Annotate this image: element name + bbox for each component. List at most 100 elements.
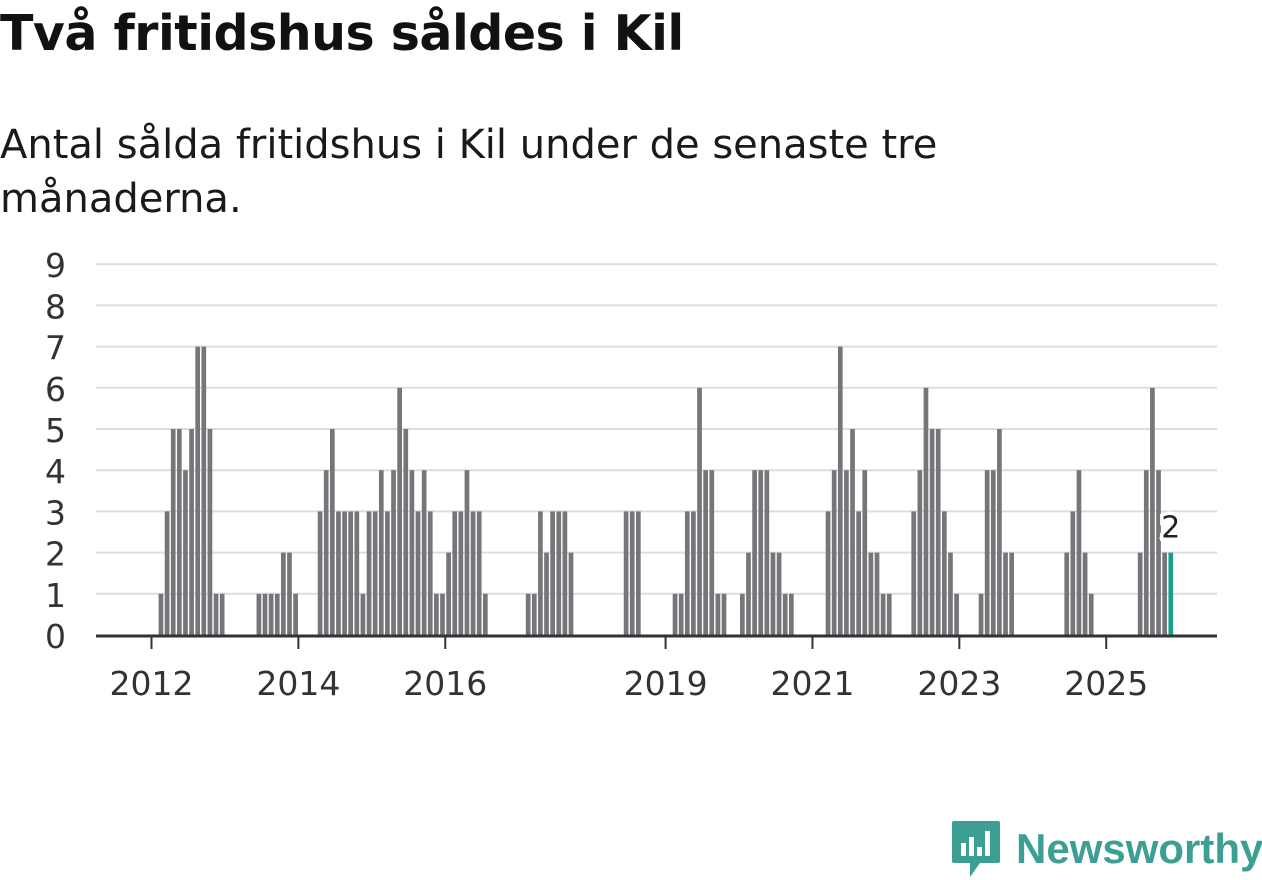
bar: [997, 429, 1002, 635]
bar: [360, 593, 366, 635]
y-tick-label: 4: [45, 452, 66, 491]
bar: [397, 387, 402, 635]
bar: [678, 593, 684, 635]
bar: [770, 552, 776, 635]
bar: [213, 593, 219, 635]
y-tick-label: 5: [45, 411, 66, 450]
bar: [183, 470, 188, 635]
bar: [917, 470, 923, 635]
bar: [672, 593, 678, 635]
bar: [886, 593, 892, 635]
bar: [317, 511, 323, 635]
bar: [856, 511, 861, 635]
bar: [948, 552, 953, 635]
bar: [409, 470, 415, 635]
bar: [470, 511, 476, 635]
bar: [385, 511, 390, 635]
bar: [684, 511, 690, 635]
y-tick-label: 8: [45, 287, 66, 326]
data-label: 2: [1161, 511, 1180, 546]
chart-subtitle: Antal sålda fritidshus i Kil under de se…: [0, 122, 938, 222]
annotation: 2: [1158, 507, 1184, 549]
bar: [923, 387, 929, 635]
x-tick-label: 2012: [110, 664, 194, 703]
bar: [880, 593, 886, 635]
bar: [721, 593, 727, 635]
bar: [446, 552, 451, 635]
bar: [776, 552, 782, 635]
bar: [195, 346, 201, 635]
bar: [635, 511, 641, 635]
bar: [703, 470, 708, 635]
bar: [391, 470, 396, 635]
bar: [354, 511, 360, 635]
bar: [782, 593, 788, 635]
bar: [544, 552, 549, 635]
bar: [176, 429, 182, 635]
bar: [788, 593, 794, 635]
bar: [562, 511, 568, 635]
bar: [274, 593, 280, 635]
bar: [372, 511, 378, 635]
y-tick-label: 0: [45, 617, 66, 656]
bar: [531, 593, 537, 635]
bar: [482, 593, 488, 635]
bar: [874, 552, 880, 635]
bar: [941, 511, 947, 635]
x-tick-label: 2016: [403, 664, 487, 703]
bar: [954, 593, 959, 635]
bar: [1162, 552, 1167, 635]
bar: [415, 511, 421, 635]
bar: [990, 470, 996, 635]
bar: [1003, 552, 1008, 635]
bar: [623, 511, 629, 635]
bar: [458, 511, 464, 635]
bar: [281, 552, 286, 635]
bar: [1137, 552, 1143, 635]
bar: [740, 593, 745, 635]
x-tick-label: 2023: [917, 664, 1001, 703]
bar: [427, 511, 433, 635]
bar: [287, 552, 292, 635]
bar: [911, 511, 917, 635]
bar: [629, 511, 635, 635]
y-tick-label: 7: [45, 329, 66, 368]
bar: [837, 346, 843, 635]
y-tick-label: 1: [45, 576, 66, 615]
bar: [464, 470, 470, 635]
bar: [984, 470, 990, 635]
bar: [440, 593, 445, 635]
bar-chart-icon: [952, 821, 1000, 877]
bar: [207, 429, 213, 635]
bar: [268, 593, 274, 635]
bar: [262, 593, 268, 635]
bar: [348, 511, 354, 635]
bar: [525, 593, 531, 635]
newsworthy-logo[interactable]: Newsworthy: [950, 818, 1262, 880]
bar: [476, 511, 482, 635]
x-tick-label: 2021: [770, 664, 854, 703]
bar: [1088, 593, 1094, 635]
bar: [323, 470, 329, 635]
bar: [1082, 552, 1088, 635]
bar: [568, 552, 574, 635]
bar: [201, 346, 207, 635]
bar: [862, 470, 868, 635]
bar: [378, 470, 384, 635]
bar: [434, 593, 439, 635]
bar: [219, 593, 225, 635]
bar: [978, 593, 984, 635]
bar: [452, 511, 458, 635]
x-tick-label: 2014: [256, 664, 340, 703]
bar: [1070, 511, 1076, 635]
bar: [189, 429, 194, 635]
bar: [1076, 470, 1082, 635]
bar: [556, 511, 562, 635]
chart-title: Två fritidshus såldes i Kil: [0, 5, 684, 62]
grid-lines: [96, 263, 1217, 595]
bar: [831, 470, 837, 635]
bar: [421, 470, 427, 635]
y-tick-label: 6: [45, 370, 66, 409]
